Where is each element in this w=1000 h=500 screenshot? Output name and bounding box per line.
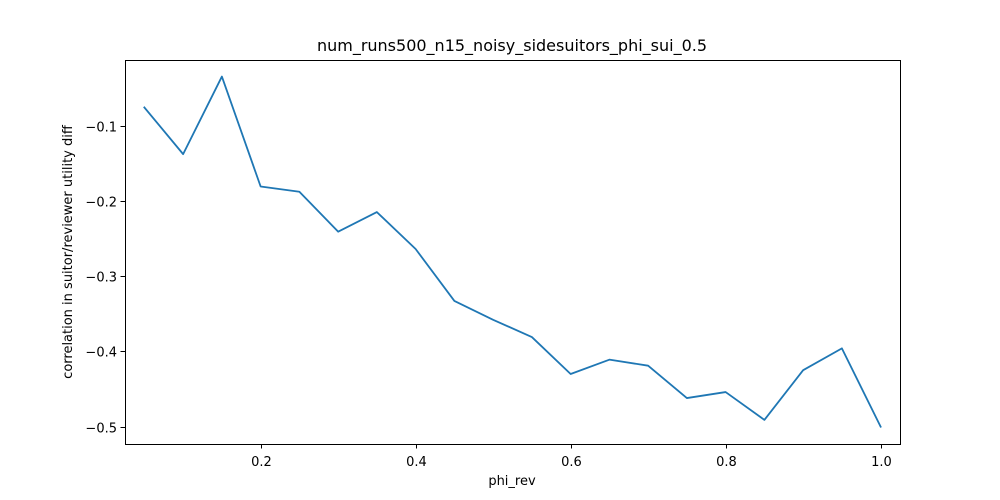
- y-axis: −0.1 −0.2 −0.3 −0.4 −0.5: [85, 121, 126, 437]
- y-tick-label: −0.3: [85, 271, 117, 286]
- chart-title: num_runs500_n15_noisy_sidesuitors_phi_su…: [317, 36, 707, 56]
- y-tick-label: −0.4: [85, 346, 117, 361]
- y-tick-label: −0.1: [85, 121, 117, 136]
- x-tick-label: 1.0: [871, 455, 892, 470]
- y-tick-label: −0.2: [85, 196, 117, 211]
- x-tick-label: 0.2: [251, 455, 272, 470]
- y-axis-label: correlation in suitor/reviewer utility d…: [61, 124, 76, 379]
- x-axis-label: phi_rev: [488, 474, 536, 489]
- y-tick-label: −0.5: [85, 422, 117, 437]
- x-tick-label: 0.8: [716, 455, 737, 470]
- x-axis: 0.2 0.4 0.6 0.8 1.0: [251, 444, 892, 470]
- plot-area: [143, 75, 882, 428]
- series-line-0: [143, 75, 882, 428]
- plot-frame: [125, 60, 901, 445]
- x-tick-label: 0.4: [406, 455, 427, 470]
- x-tick-label: 0.6: [561, 455, 582, 470]
